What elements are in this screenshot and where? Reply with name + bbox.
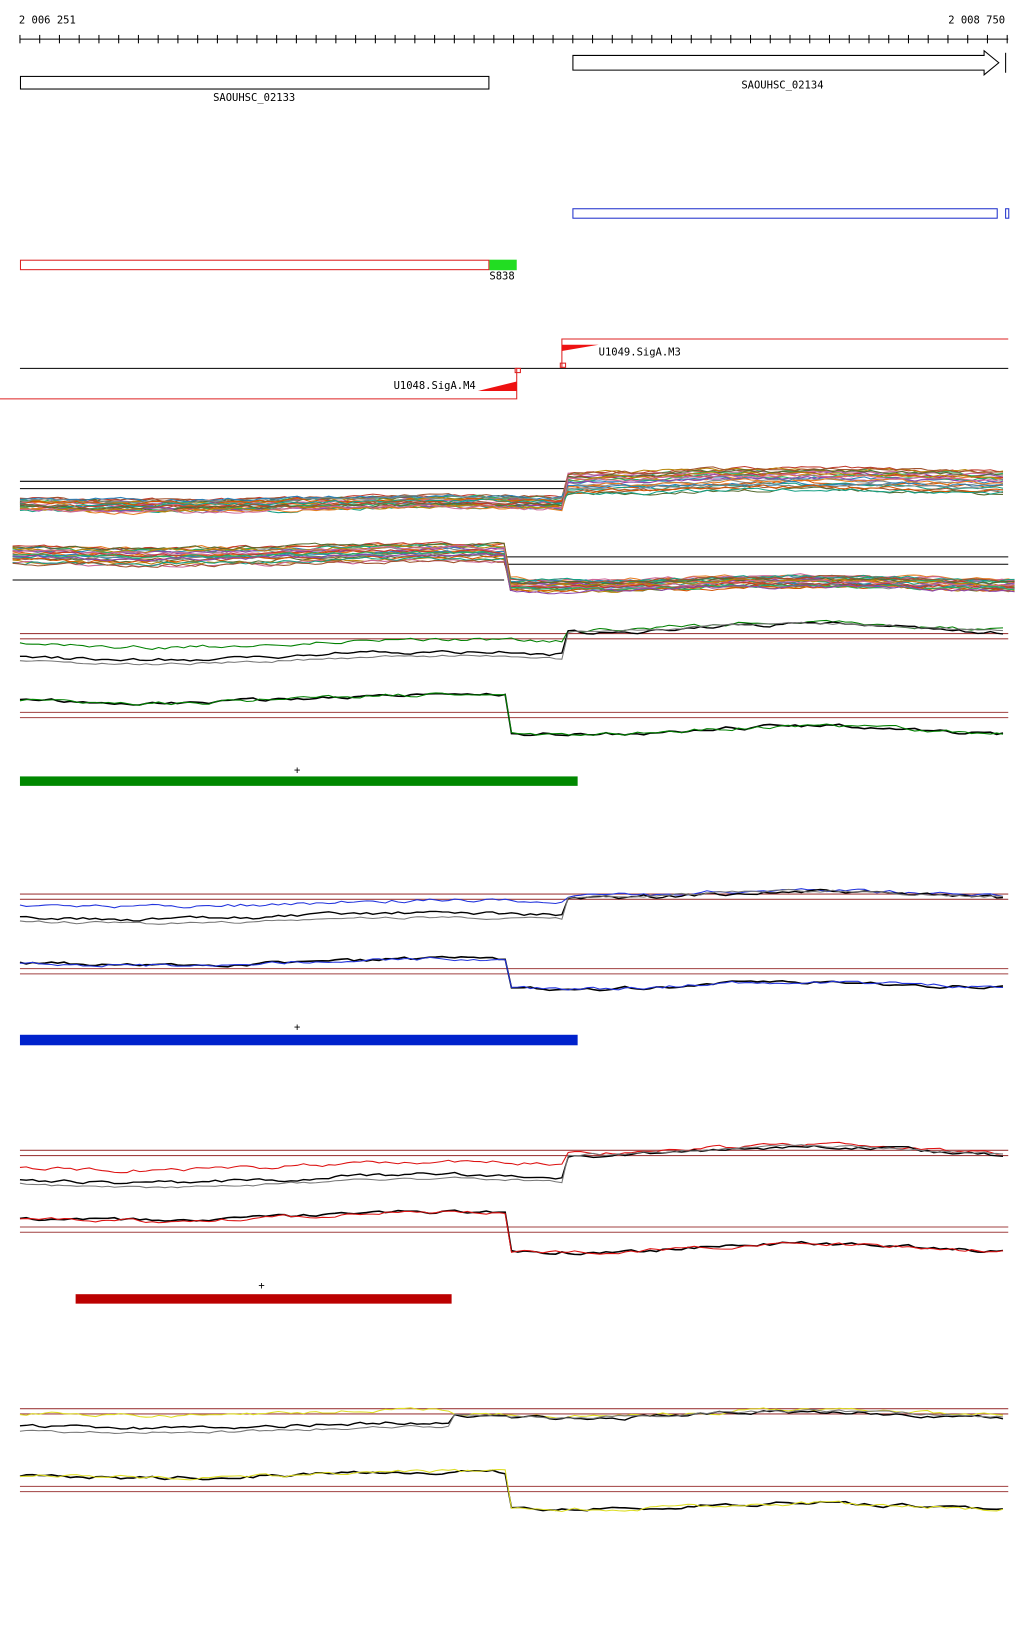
feature-label: S838 bbox=[489, 271, 514, 283]
signal-line bbox=[19, 888, 1004, 925]
red-feature bbox=[19, 259, 490, 271]
signal-line bbox=[19, 1144, 1004, 1185]
gene-box bbox=[19, 75, 490, 90]
signal-line bbox=[19, 1210, 1004, 1255]
ruler-ticks bbox=[19, 34, 1008, 44]
signal-line bbox=[19, 482, 1004, 504]
signal-line bbox=[19, 1408, 1004, 1434]
blue-segment bbox=[19, 1034, 578, 1046]
signal-line bbox=[19, 888, 1004, 909]
signal-line bbox=[19, 471, 1004, 513]
signal-line bbox=[19, 1468, 1004, 1513]
red-segment bbox=[75, 1294, 452, 1304]
signal-line bbox=[19, 621, 1004, 666]
signal-line bbox=[12, 544, 1015, 588]
signal-line bbox=[19, 486, 1004, 504]
gene-arrow bbox=[572, 49, 1000, 76]
signal-line bbox=[19, 1407, 1004, 1419]
promoter-line bbox=[561, 338, 1009, 368]
strand-marker: + bbox=[294, 1022, 300, 1034]
signal-line bbox=[19, 480, 1004, 503]
signal-tracks bbox=[12, 465, 1015, 1513]
signal-line bbox=[19, 692, 1004, 736]
signal-line bbox=[19, 619, 1004, 650]
signal-line bbox=[19, 484, 1004, 507]
promoter-flag bbox=[477, 381, 517, 391]
signal-line bbox=[12, 545, 1015, 589]
strand-marker: + bbox=[258, 1280, 264, 1292]
signal-line bbox=[19, 473, 1004, 514]
promoter-flag bbox=[561, 344, 599, 352]
promoter-label: U1048.SigA.M4 bbox=[394, 380, 476, 392]
strand-marker: + bbox=[294, 764, 300, 776]
promoter-label: U1049.SigA.M3 bbox=[599, 346, 681, 358]
ruler-start: 2 006 251 bbox=[19, 14, 76, 26]
signal-line bbox=[19, 1409, 1004, 1430]
green-feature bbox=[489, 259, 517, 271]
promoter-box bbox=[559, 362, 567, 368]
ruler-end: 2 008 750 bbox=[948, 14, 1005, 26]
promoter-box bbox=[514, 367, 521, 374]
signal-line bbox=[19, 1141, 1004, 1174]
signal-line bbox=[12, 549, 1015, 590]
blue-feature bbox=[572, 208, 998, 219]
green-segment bbox=[19, 776, 578, 786]
signal-line bbox=[19, 487, 1004, 508]
signal-line bbox=[19, 956, 1004, 991]
signal-line bbox=[19, 621, 1004, 662]
gene-label: SAOUHSC_02134 bbox=[741, 79, 823, 91]
signal-line bbox=[12, 553, 1015, 595]
signal-line bbox=[19, 692, 1004, 737]
signal-line bbox=[19, 1144, 1004, 1189]
promoter-line bbox=[0, 367, 518, 400]
gene-label: SAOUHSC_02133 bbox=[213, 92, 295, 104]
blue-feature bbox=[1005, 208, 1010, 219]
